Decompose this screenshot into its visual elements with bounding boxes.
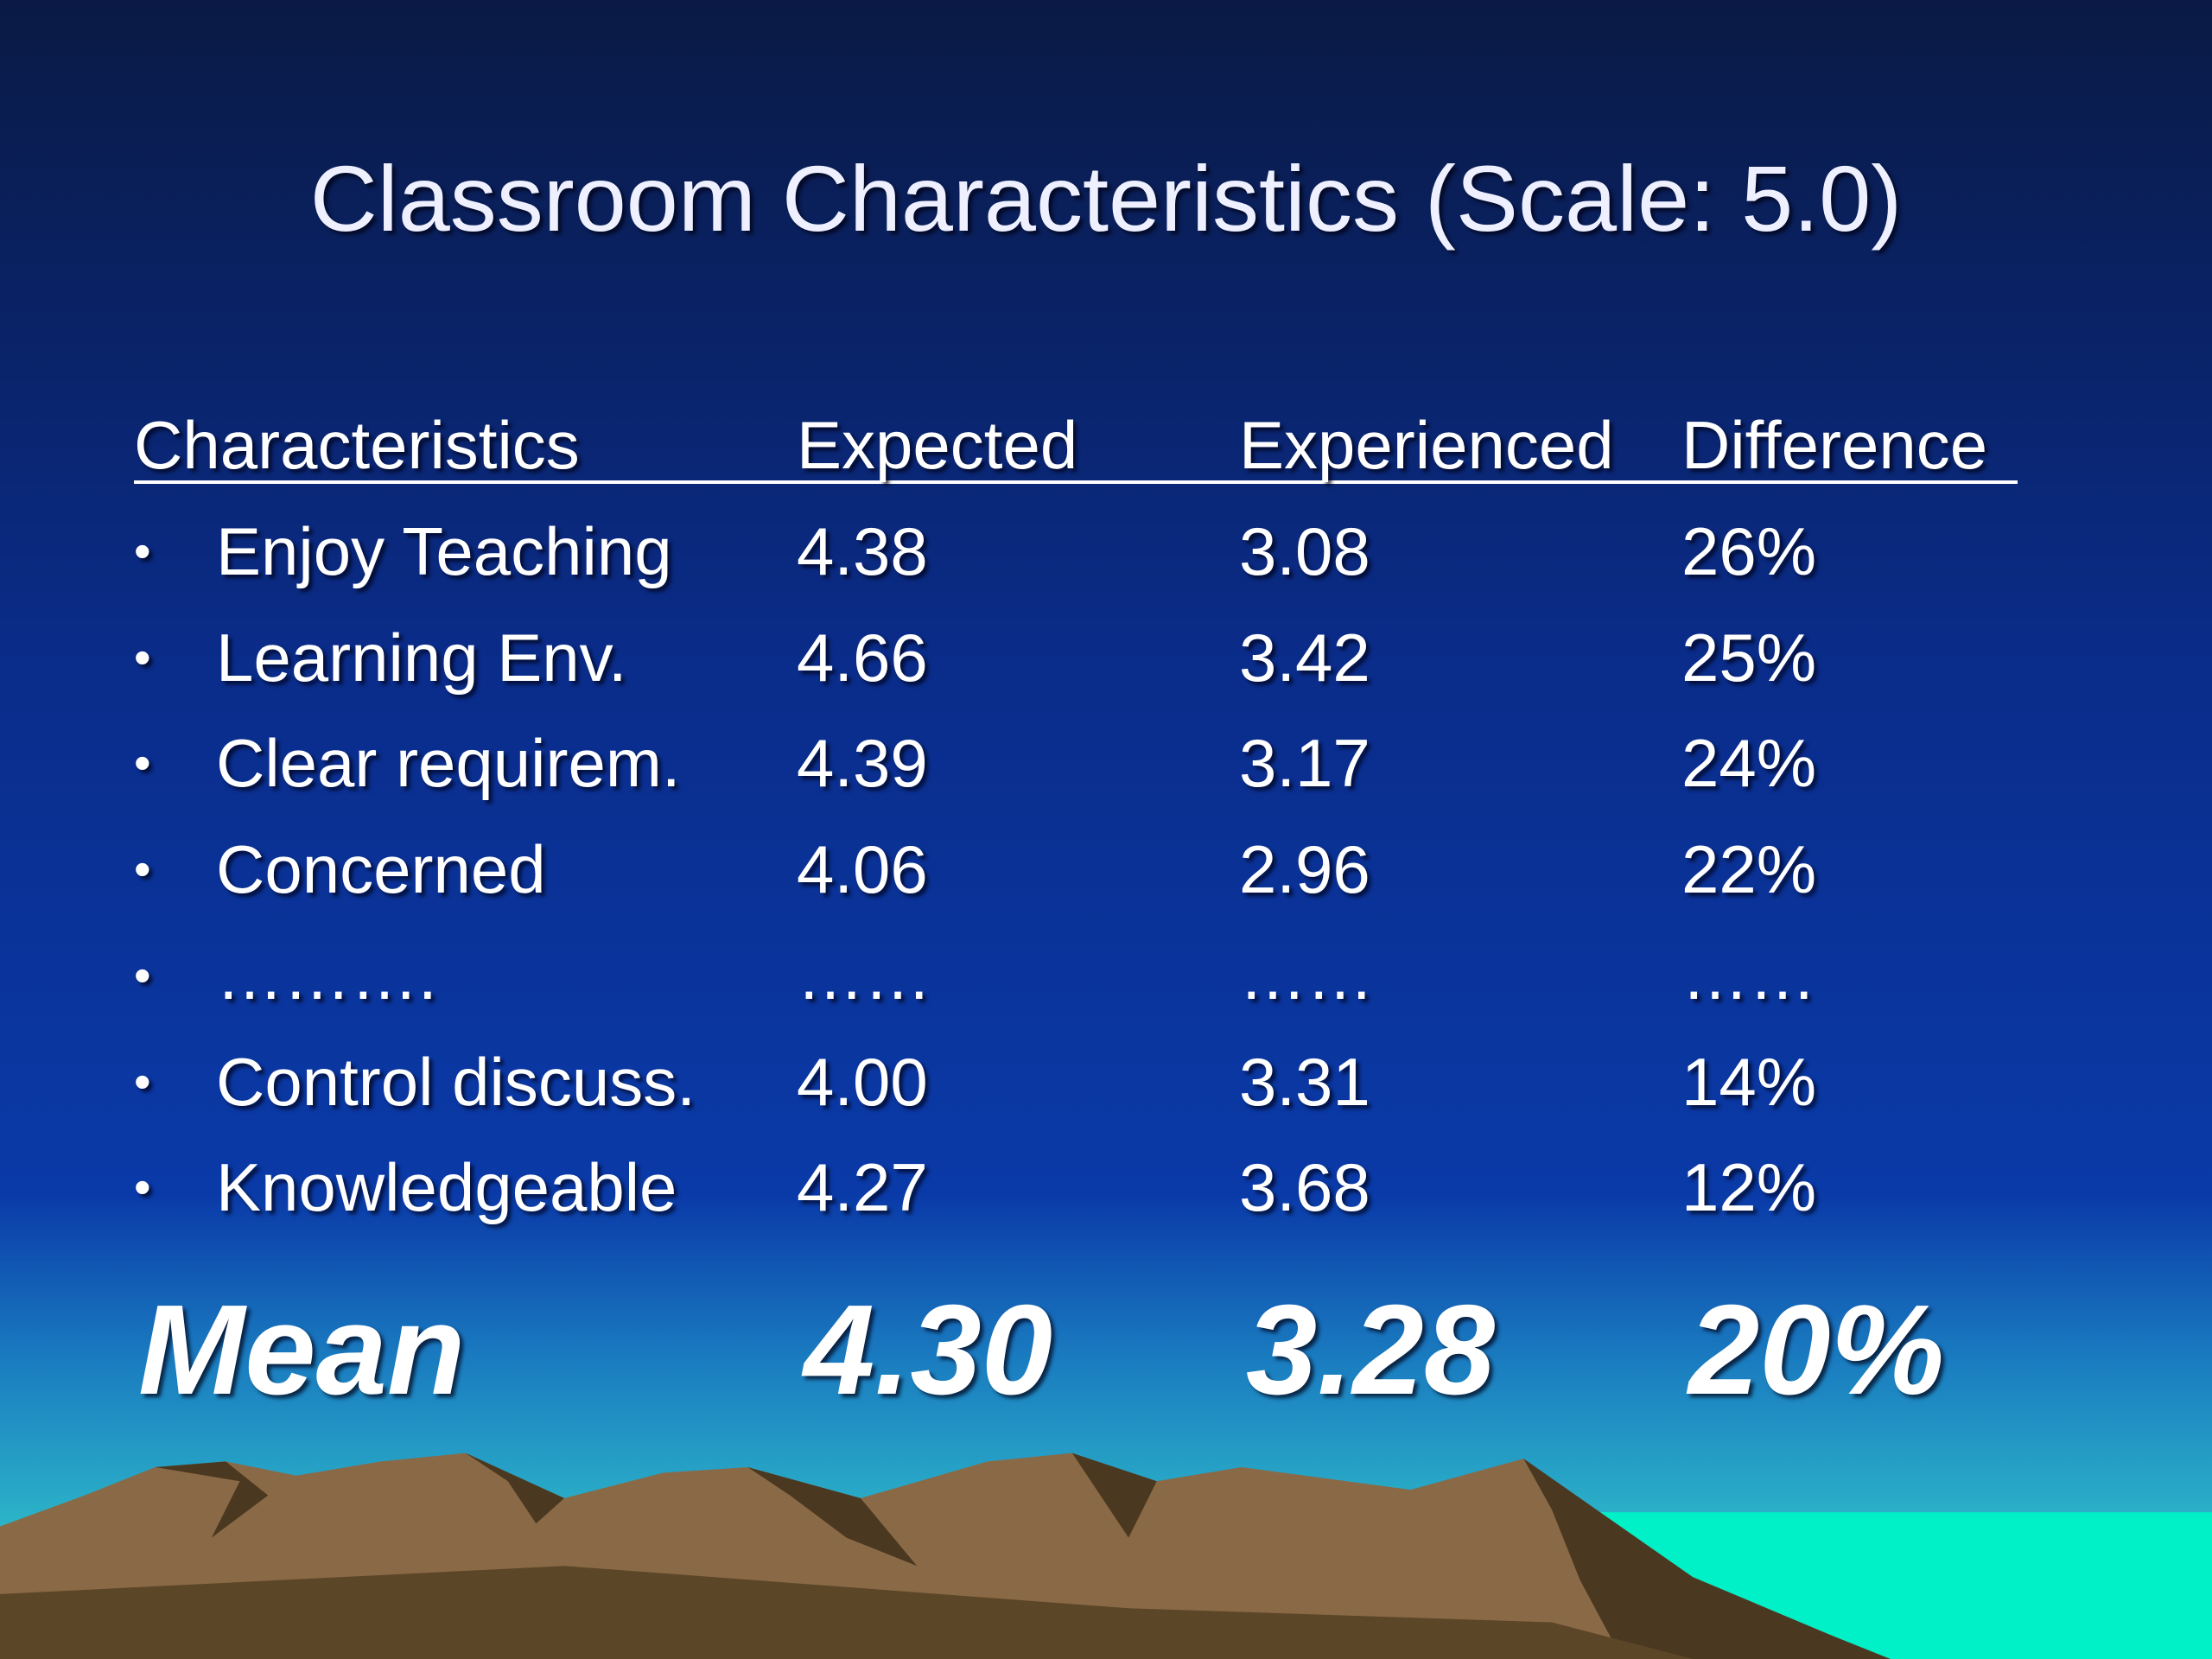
table-cell: 3.08 [1239,513,1370,589]
table-cell: …… [797,937,931,1014]
mean-cell: 20% [1688,1279,1945,1421]
table-cell: Enjoy Teaching [216,513,672,589]
header-underline [134,480,2018,484]
table-cell: 4.06 [797,831,928,908]
table-cell: 2.96 [1239,831,1370,908]
table-cell: Learning Env. [216,619,627,696]
table-cell: 4.00 [797,1043,928,1120]
table-cell: Clear requirem. [216,725,681,802]
bullet: • [134,629,151,684]
bullet: • [134,947,151,1002]
table-cell: 4.39 [797,725,928,802]
table-cell: Control discuss. [216,1043,696,1120]
table-cell: 3.42 [1239,619,1370,696]
table-cell: Concerned [216,831,546,908]
mean-cell: 3.28 [1246,1279,1496,1421]
table-cell: 22% [1681,831,1817,908]
table-cell: 25% [1681,619,1817,696]
column-header: Experienced [1239,407,1614,483]
table-cell: 4.66 [797,619,928,696]
table-cell: 3.68 [1239,1149,1370,1226]
bullet: • [134,1160,151,1215]
bullet: • [134,842,151,897]
mean-cell: Mean [138,1279,466,1421]
table-cell: 12% [1681,1149,1817,1226]
bullet: • [134,524,151,578]
table-cell: Knowledgeable [216,1149,677,1226]
table-cell: …… [1239,937,1374,1014]
table-cell: 26% [1681,513,1817,589]
bullet: • [134,1053,151,1109]
mean-cell: 4.30 [804,1279,1053,1421]
table-cell: 4.27 [797,1149,928,1226]
slide-title: Classroom Characteristics (Scale: 5.0) [309,146,1903,251]
table-cell: 3.17 [1239,725,1370,802]
table-cell: …… [1681,937,1816,1014]
column-header: Characteristics [134,407,580,483]
table-cell: 24% [1681,725,1817,802]
column-header: Expected [797,407,1078,483]
column-header: Difference [1681,407,1988,483]
bullet: • [134,735,151,791]
table-cell: 4.38 [797,513,928,589]
table-cell: 14% [1681,1043,1817,1120]
table-cell: ………. [216,937,437,1014]
table-cell: 3.31 [1239,1043,1370,1120]
